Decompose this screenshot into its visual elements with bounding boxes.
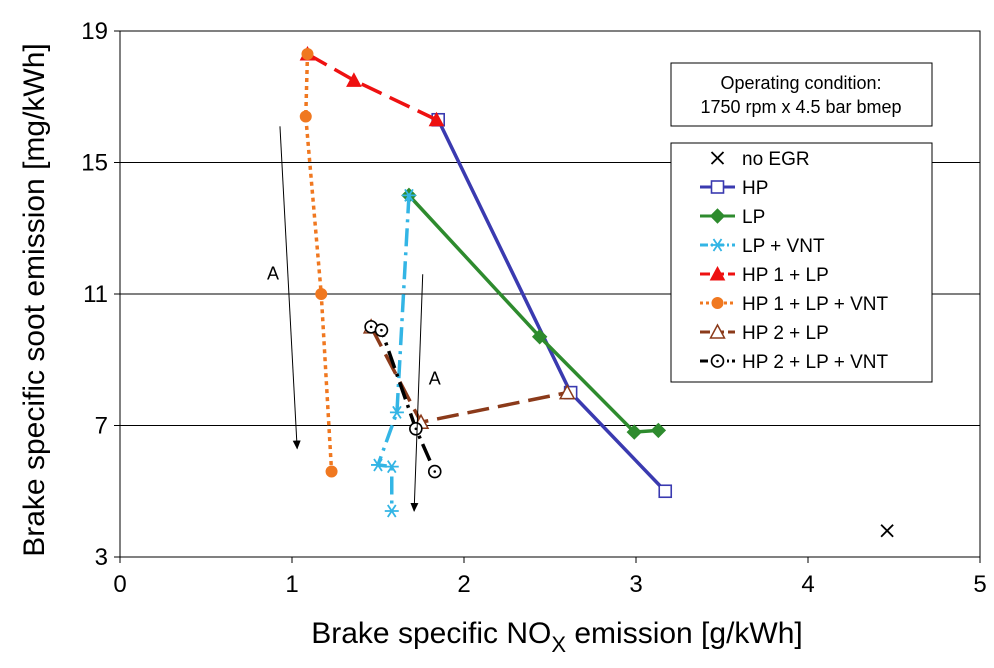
data-point-hp-1-lp [346,72,362,87]
annotations: AA [267,126,441,512]
data-point-hp-2-lp-vnt-center [433,470,437,473]
legend-label: HP [742,178,768,199]
legend-item-hp-1-lp: HP 1 + LP [700,265,829,286]
y-tick-label: 7 [95,413,108,440]
y-tick-label: 11 [83,281,108,308]
data-point-lp [626,424,642,440]
x-tick-label: 3 [629,571,642,598]
x-tick-label: 0 [113,571,126,598]
legend-item-lp: LP [700,207,765,228]
legend-label: HP 1 + LP + VNT [742,294,888,315]
data-point-lp-vnt [389,405,404,419]
x-axis-title: Brake specific NOX emission [g/kWh] [311,617,803,657]
series-lp-vnt [371,188,416,518]
legend-box [670,142,933,383]
data-point-lp-vnt [384,504,399,518]
trend-arrow [410,274,424,512]
series-no-egr [880,524,894,538]
legend-marker [709,208,726,224]
series-hp-1-lp [299,45,445,127]
operating-condition-box: Operating condition: 1750 rpm x 4.5 bar … [670,62,933,127]
data-point-hp-2-lp-vnt-center [369,325,373,329]
data-point-hp-2-lp-vnt-center [414,427,418,431]
legend-marker [710,180,725,194]
data-point-hp-1-lp-vnt [325,465,338,478]
series-hp-1-lp-vnt [299,48,338,478]
data-point-hp-2-lp [558,384,576,400]
series-line-hp-2-lp-vnt [370,325,437,473]
legend-marker [710,151,725,165]
data-point-lp-vnt [401,188,416,202]
legend-marker [710,238,725,252]
legend-item-hp-2-lp: HP 2 + LP [700,323,829,344]
series-hp [431,112,673,499]
series-line-hp-1-lp-vnt [304,53,334,472]
x-axis-title-main: Brake specific NO [311,617,551,650]
x-tick-label: 1 [285,571,298,598]
x-axis-title-suffix: emission [g/kWh] [566,617,803,650]
series-layer [299,45,894,538]
series-line-hp-1-lp [306,52,438,122]
legend-label: HP 1 + LP [742,265,829,286]
y-tick-label: 19 [81,18,108,45]
data-point-no-egr [880,524,894,538]
data-point-hp [658,484,673,499]
data-point-lp [531,329,548,345]
operating-condition-line-1: Operating condition: [720,73,881,93]
legend-marker-center [716,359,719,363]
series-hp-2-lp-vnt [364,320,442,479]
x-axis-title-subscript: X [551,632,566,657]
trend-arrow-label: A [429,369,441,389]
series-line-lp [407,194,659,434]
data-point-hp-1-lp-vnt [299,110,312,123]
data-point-lp [650,422,667,439]
legend-marker [709,323,726,339]
y-tick-label: 15 [81,150,108,177]
y-axis-title: Brake specific soot emission [mg/kWh] [18,43,51,557]
data-point-lp-vnt [371,458,385,472]
trend-arrow [279,126,301,450]
x-tick-label: 5 [973,571,986,598]
data-point-lp-vnt [384,460,399,474]
data-point-hp-1-lp-vnt [301,48,314,61]
x-tick-label: 2 [457,571,470,598]
axes: 3 7 11 15 19 0 1 2 3 4 5 [81,18,986,598]
legend-item-hp-1-lp-vnt: HP 1 + LP + VNT [700,294,888,315]
series-lp [401,187,667,440]
x-tick-label: 4 [801,571,814,598]
data-point-hp-1-lp [428,111,445,127]
data-point-hp-1-lp-vnt [315,288,328,300]
operating-condition-line-2: 1750 rpm x 4.5 bar bmep [700,97,901,117]
legend-label: LP [742,207,765,228]
data-point-hp-2-lp-vnt-center [380,328,383,332]
legend-marker [711,297,724,309]
legend-label: no EGR [742,149,810,170]
legend-label: LP + VNT [742,236,825,257]
legend-item-no-egr: no EGR [710,149,810,170]
legend-item-lp-vnt: LP + VNT [700,236,825,257]
legend-label: HP 2 + LP + VNT [742,352,888,373]
legend: no EGR HP LP LP + VNT HP 1 + LP HP 1 + LP + V… [670,142,933,383]
legend-item-hp-2-lp-vnt: HP 2 + LP + VNT [700,352,888,373]
trend-arrow-label: A [267,263,279,283]
legend-label: HP 2 + LP [742,323,829,344]
y-tick-label: 3 [95,544,108,571]
legend-item-hp: HP [700,178,768,199]
legend-marker [709,265,726,281]
